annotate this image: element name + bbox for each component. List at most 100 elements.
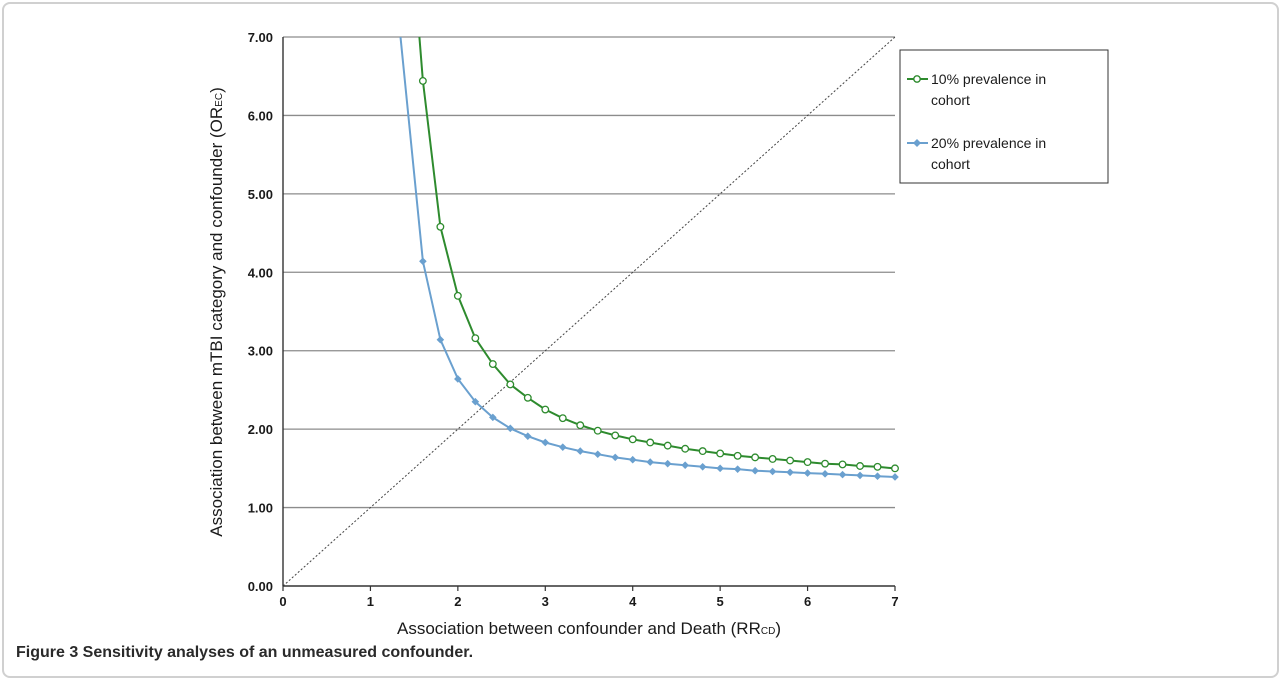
data-point bbox=[838, 460, 847, 469]
y-tick-label: 5.00 bbox=[248, 187, 273, 202]
data-point bbox=[418, 76, 427, 85]
data-point bbox=[768, 467, 777, 476]
series-0 bbox=[418, 36, 899, 473]
data-point bbox=[576, 421, 585, 430]
data-point bbox=[733, 451, 742, 460]
data-point bbox=[646, 458, 654, 466]
y-axis-title-sub: EC bbox=[214, 93, 225, 107]
x-axis-title-end: ) bbox=[775, 619, 781, 638]
data-point bbox=[663, 441, 672, 450]
legend: 10% prevalence in cohort 20% prevalence … bbox=[899, 49, 1109, 184]
data-point bbox=[541, 438, 550, 447]
data-point bbox=[593, 426, 602, 435]
data-point bbox=[716, 449, 725, 458]
y-tick-label: 6.00 bbox=[248, 108, 273, 123]
legend-label-20pct-line1: 20% prevalence in bbox=[931, 135, 1046, 151]
data-point bbox=[436, 335, 445, 344]
data-point bbox=[768, 454, 777, 463]
data-point bbox=[856, 462, 864, 470]
legend-marker-10pct bbox=[913, 75, 921, 83]
data-point bbox=[698, 447, 707, 456]
data-point bbox=[786, 456, 795, 465]
data-point bbox=[838, 470, 847, 479]
data-point bbox=[856, 471, 864, 480]
x-tick-label: 2 bbox=[454, 594, 461, 609]
y-tick-label: 0.00 bbox=[248, 579, 273, 594]
data-point bbox=[541, 405, 550, 414]
x-axis-title: Association between confounder and Death… bbox=[397, 619, 781, 638]
series-line-1 bbox=[399, 36, 896, 478]
data-point bbox=[873, 462, 882, 471]
data-point bbox=[803, 458, 812, 467]
data-point bbox=[821, 459, 830, 468]
legend-label-10pct-line1: 10% prevalence in bbox=[931, 71, 1046, 87]
y-tick-label: 4.00 bbox=[248, 265, 273, 280]
y-tick-label: 3.00 bbox=[248, 344, 273, 359]
y-tick-label: 1.00 bbox=[248, 501, 273, 516]
series-lines bbox=[399, 36, 899, 481]
x-tick-label: 6 bbox=[804, 594, 811, 609]
x-tick-label: 7 bbox=[891, 594, 898, 609]
data-point bbox=[524, 432, 532, 441]
reference-diagonal bbox=[282, 36, 896, 587]
data-point bbox=[523, 393, 532, 402]
data-point bbox=[558, 414, 567, 423]
axes bbox=[282, 37, 896, 591]
data-point bbox=[803, 469, 812, 477]
series-1 bbox=[399, 36, 899, 481]
data-point bbox=[506, 424, 515, 433]
data-point bbox=[419, 257, 427, 266]
data-point bbox=[873, 472, 882, 480]
x-axis-title-sub: CD bbox=[761, 626, 775, 637]
data-point bbox=[628, 455, 637, 464]
data-point bbox=[751, 453, 760, 462]
data-point bbox=[681, 461, 689, 470]
y-tick-label: 2.00 bbox=[248, 422, 273, 437]
y-axis-title-main: Association between mTBI category and co… bbox=[207, 107, 226, 537]
gridlines bbox=[283, 36, 895, 509]
data-point bbox=[558, 443, 567, 451]
data-point bbox=[611, 431, 620, 440]
x-tick-label: 5 bbox=[717, 594, 724, 609]
data-point bbox=[611, 453, 620, 462]
legend-item-20pct: 20% prevalence in cohort bbox=[907, 135, 1046, 172]
y-tick-label: 7.00 bbox=[248, 30, 273, 45]
tick-labels: 0.00 1.00 2.00 3.00 4.00 5.00 6.00 7.00 0 1 2 3 4 5 6 7 bbox=[248, 30, 899, 609]
legend-item-10pct: 10% prevalence in cohort bbox=[907, 71, 1046, 108]
sensitivity-chart: 0.00 1.00 2.00 3.00 4.00 5.00 6.00 7.00 0 1 2 3 4 5 6 7… bbox=[207, 30, 1109, 638]
data-point bbox=[628, 435, 637, 444]
x-axis-title-main: Association between confounder and Death… bbox=[397, 619, 761, 638]
data-point bbox=[506, 380, 515, 389]
data-point bbox=[593, 450, 602, 459]
data-point bbox=[751, 466, 759, 475]
data-point bbox=[891, 464, 899, 473]
legend-label-10pct-line2: cohort bbox=[931, 92, 970, 108]
x-tick-label: 4 bbox=[629, 594, 637, 609]
legend-box bbox=[899, 49, 1109, 184]
legend-label-20pct-line2: cohort bbox=[931, 156, 970, 172]
data-point bbox=[681, 444, 690, 453]
data-point bbox=[663, 459, 672, 468]
data-point bbox=[786, 468, 794, 477]
x-tick-label: 1 bbox=[367, 594, 374, 609]
reference-line bbox=[282, 36, 896, 587]
x-tick-label: 0 bbox=[279, 594, 286, 609]
data-point bbox=[453, 291, 462, 300]
data-point bbox=[489, 413, 497, 422]
data-point bbox=[471, 334, 480, 343]
data-point bbox=[488, 360, 497, 368]
x-tick-label: 3 bbox=[542, 594, 549, 609]
data-point bbox=[454, 375, 462, 383]
legend-marker-20pct bbox=[913, 139, 921, 147]
data-point bbox=[646, 438, 655, 447]
data-point bbox=[733, 465, 742, 473]
data-point bbox=[821, 470, 829, 478]
y-axis-title-end: ) bbox=[207, 87, 226, 93]
data-point bbox=[891, 473, 899, 481]
data-point bbox=[576, 447, 585, 455]
data-point bbox=[698, 462, 707, 471]
figure-caption: Figure 3 Sensitivity analyses of an unme… bbox=[16, 644, 474, 661]
series-line-0 bbox=[418, 36, 896, 470]
y-axis-title: Association between mTBI category and co… bbox=[207, 87, 226, 537]
